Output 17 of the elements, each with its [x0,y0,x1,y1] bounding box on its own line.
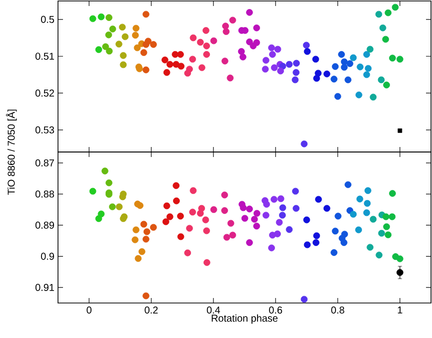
x-tick-label: 0.2 [144,306,158,314]
y-axis-title: TiO 8860 / 7050 [Å] [6,110,17,195]
y-tick-label: 0.5 [41,16,54,23]
x-tick-label: 1 [398,306,402,314]
x-axis-title: Rotation phase [212,314,278,324]
y-tick-label: 0.51 [35,52,54,60]
x-tick-label: 0.4 [206,306,220,314]
y-tick-label: 0.87 [35,159,54,166]
x-tick-label: 0.8 [331,306,344,314]
y-tick-label: 0.91 [35,284,54,291]
y-tick-label: 0.9 [41,252,54,260]
y-tick-label: 0.88 [35,190,54,198]
x-tick-label: 0 [86,306,92,314]
y-tick-label: 0.52 [35,90,54,97]
y-tick-label: 0.53 [35,126,54,134]
x-tick-label: 0.6 [269,306,282,314]
y-tick-label: 0.89 [35,222,54,229]
